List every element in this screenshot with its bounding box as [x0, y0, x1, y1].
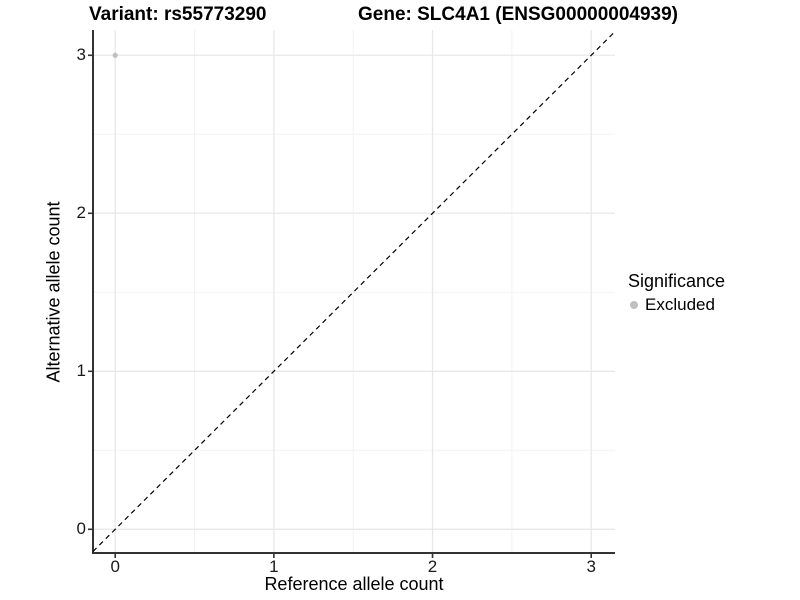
y-axis-title: Alternative allele count [43, 201, 64, 383]
legend-items: Excluded [628, 295, 725, 315]
y-tick-label: 1 [76, 361, 86, 381]
x-axis-title: Reference allele count [264, 574, 444, 594]
y-tick-label: 0 [76, 519, 86, 539]
x-tick-label: 3 [586, 557, 596, 576]
x-tick-label: 2 [427, 557, 438, 576]
identity-reference-line [92, 31, 616, 552]
legend: Significance Excluded [628, 270, 725, 315]
data-point [112, 52, 118, 58]
legend-title: Significance [628, 271, 726, 291]
y-tick-label: 3 [76, 45, 86, 65]
legend-item: Excluded [628, 295, 725, 315]
plot-title-gene: Gene: SLC4A1 (ENSG00000004939) [358, 4, 678, 25]
y-tick-label: 2 [76, 203, 86, 223]
legend-point-icon [630, 301, 638, 309]
legend-item-label: Excluded [645, 295, 715, 314]
x-tick-label: 1 [269, 557, 279, 576]
x-tick-label: 0 [110, 557, 120, 576]
plot-title-variant: Variant: rs55773290 [89, 4, 267, 25]
